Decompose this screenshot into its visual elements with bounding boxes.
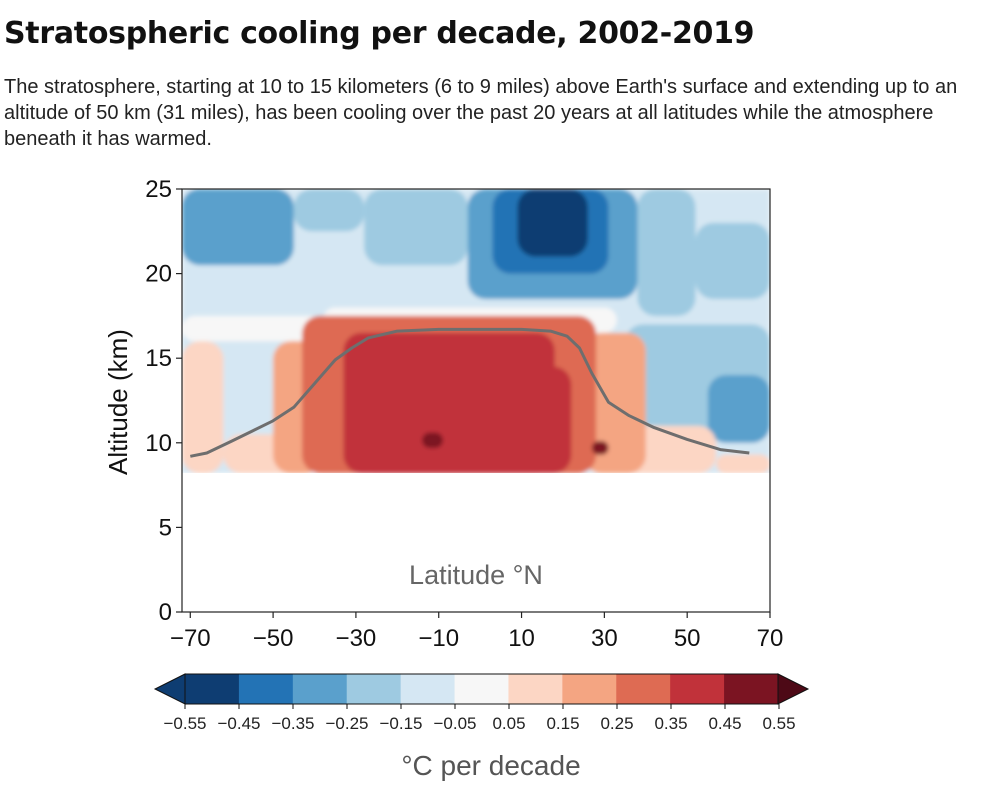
heatmap-cell	[695, 222, 770, 299]
colorbar-swatch	[185, 674, 240, 704]
colorbar-swatch	[454, 674, 509, 704]
colorbar-tick-label: 0.05	[492, 714, 525, 733]
x-tick-label: 10	[508, 625, 535, 652]
x-axis-label: Latitude °N	[409, 560, 543, 590]
colorbar-tick-label: −0.55	[163, 714, 206, 733]
colorbar-under-arrow	[153, 673, 186, 705]
colorbar-tick-label: 0.45	[708, 714, 741, 733]
colorbar-swatch	[238, 674, 294, 704]
heatmap-cell	[182, 341, 224, 473]
y-axis-label: Altitude (km)	[103, 329, 133, 475]
heatmap-cell	[182, 315, 323, 342]
y-tick-label: 0	[159, 599, 172, 626]
heatmap-cell	[637, 189, 696, 316]
colorbar-tick-label: 0.15	[546, 714, 579, 733]
colorbar-over-arrow	[777, 673, 810, 705]
heatmap-cell	[355, 366, 572, 473]
y-tick-label: 25	[145, 176, 172, 203]
heatmap-cell	[583, 332, 646, 473]
plot-frame	[181, 188, 771, 613]
colorbar-swatch	[670, 674, 725, 704]
colorbar-swatch	[724, 674, 779, 704]
y-tick-label: 10	[145, 430, 172, 457]
colorbar-tick-label: −0.25	[325, 714, 368, 733]
colorbar-tick-label: −0.05	[433, 714, 476, 733]
colorbar-swatch	[616, 674, 671, 704]
colorbar-swatch	[562, 674, 617, 704]
colorbar-tick-label: −0.45	[217, 714, 260, 733]
x-tick-label: 50	[674, 625, 701, 652]
tropopause-line-group	[190, 327, 750, 458]
axes: 0 5 10 15 20 25 −70 −50 −30 −10 10 30 50 70	[145, 176, 783, 652]
colorbar: −0.55 −0.45 −0.35 −0.25 −0.15 −0.05 0.05 0.15 0.…	[153, 673, 810, 733]
x-tick-label: −50	[253, 625, 294, 652]
colorbar-swatch	[508, 674, 563, 704]
colorbar-tick-label: −0.35	[271, 714, 314, 733]
no-data-area	[182, 473, 770, 612]
heatmap-cell	[182, 189, 253, 223]
colorbar-frame	[184, 673, 779, 705]
x-tick-label: 70	[757, 625, 784, 652]
chart-title: Stratospheric cooling per decade, 2002-2…	[4, 16, 755, 51]
heatmap-cell	[231, 388, 274, 413]
y-tick-label: 15	[145, 345, 172, 372]
colorbar-label: °C per decade	[401, 750, 580, 781]
chart-subtitle: The stratosphere, starting at 10 to 15 k…	[4, 76, 958, 150]
tropopause-line	[190, 327, 750, 458]
heatmap-cell	[591, 441, 609, 455]
colorbar-tick-label: 0.25	[600, 714, 633, 733]
heatmap-cell	[293, 189, 365, 232]
heatmap-cell	[364, 189, 468, 266]
heatmap-cell	[517, 189, 588, 257]
colorbar-tick-label: 0.55	[762, 714, 795, 733]
x-tick-label: −70	[170, 625, 211, 652]
y-tick-label: 20	[145, 261, 172, 288]
colorbar-swatch	[346, 674, 402, 704]
x-tick-label: −30	[336, 625, 377, 652]
colorbar-tick-label: −0.15	[379, 714, 422, 733]
colorbar-swatch	[292, 674, 348, 704]
heatmap-area	[182, 189, 770, 612]
colorbar-tick-label: 0.35	[654, 714, 687, 733]
heatmap-cell	[707, 375, 770, 443]
colorbar-swatch	[400, 674, 456, 704]
y-tick-label: 5	[159, 514, 172, 541]
heatmap-cell	[716, 454, 770, 473]
x-tick-label: 30	[591, 625, 618, 652]
x-tick-label: −10	[418, 625, 459, 652]
heatmap-cell	[422, 432, 443, 448]
